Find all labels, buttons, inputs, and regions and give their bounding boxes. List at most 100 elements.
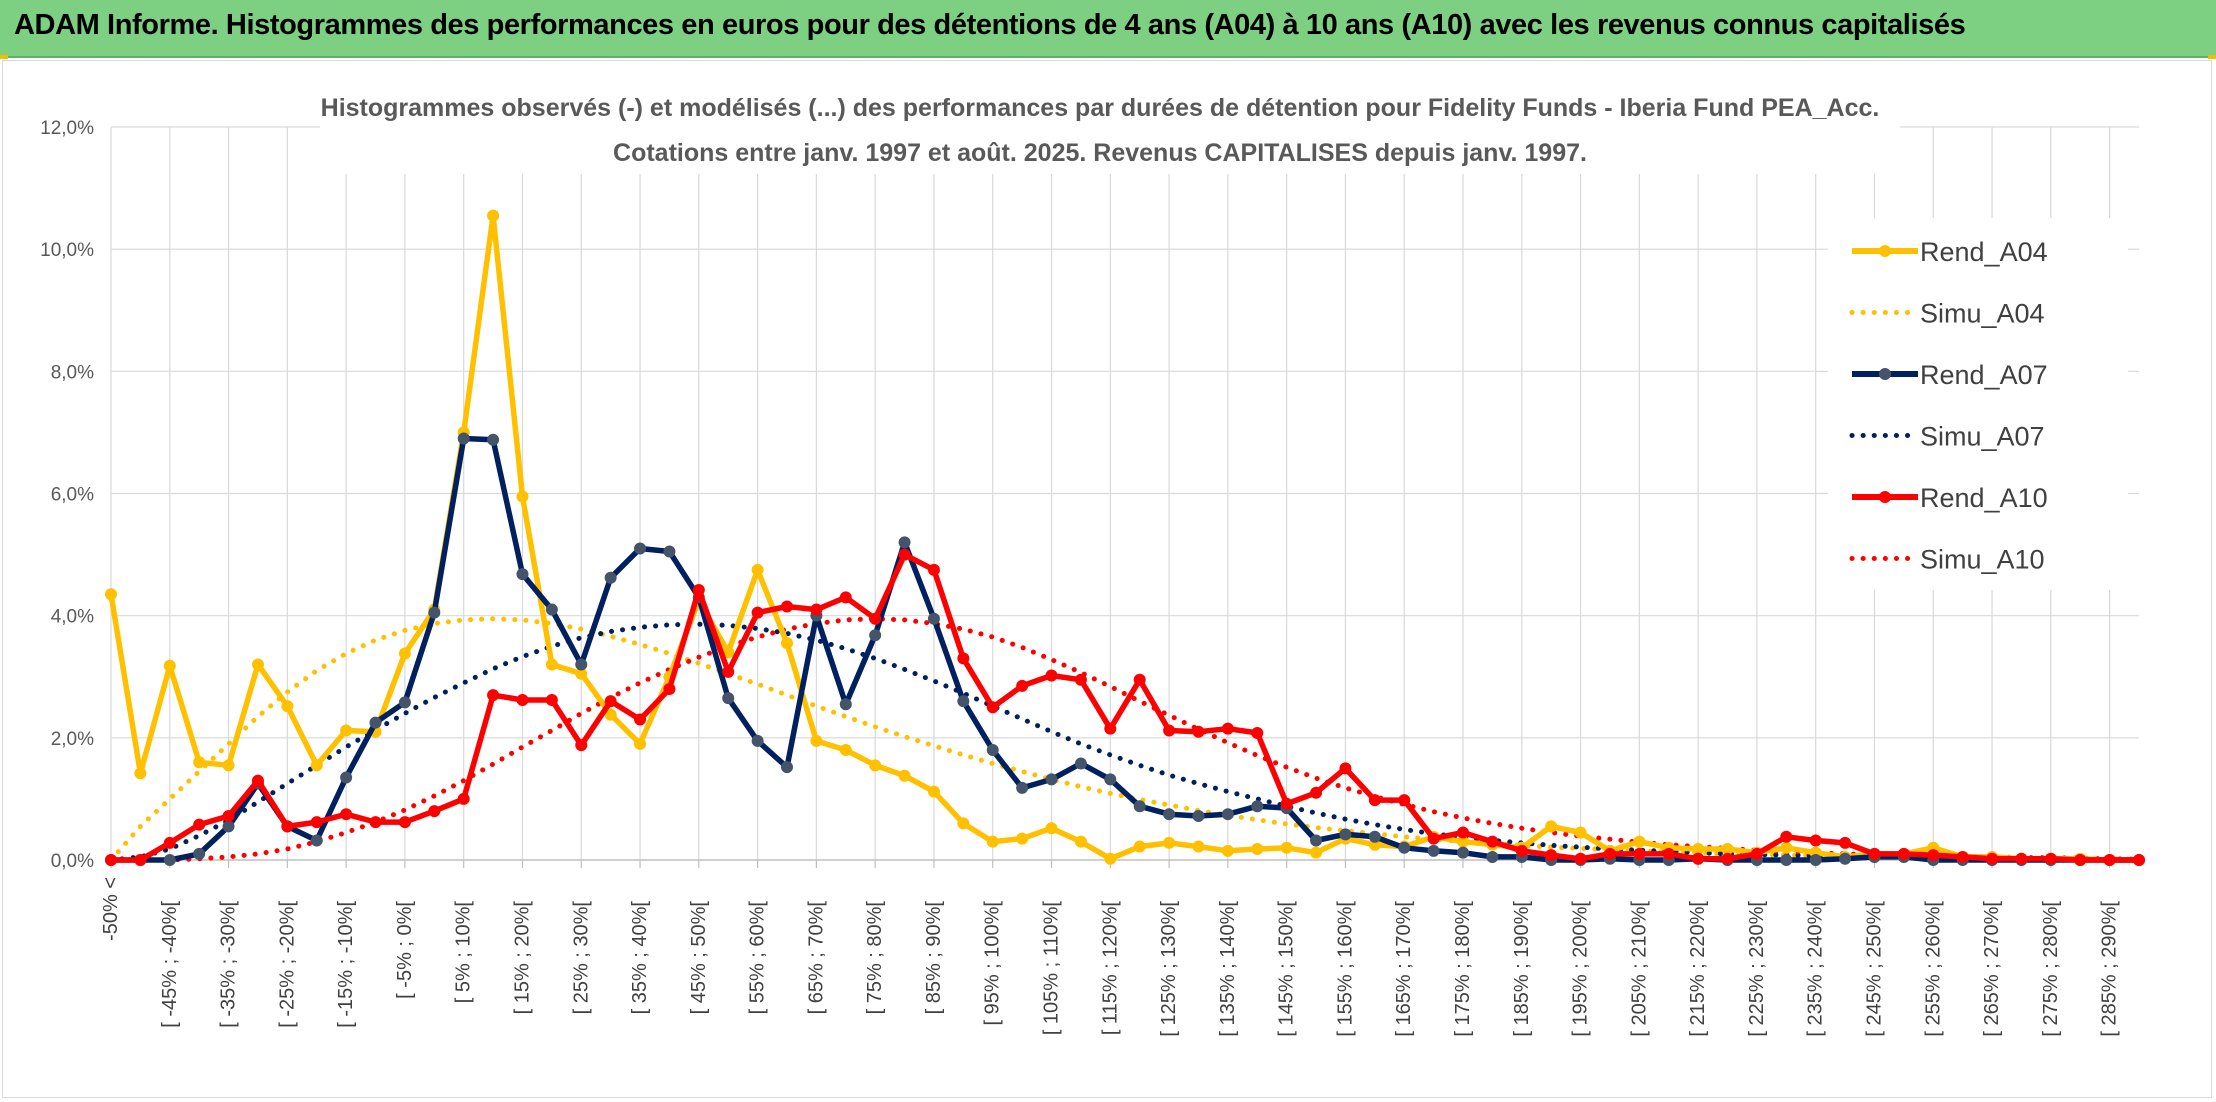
data-point-rend_a10 [134,854,147,866]
legend-marker-rend_a04 [1879,245,1891,257]
x-tick-label: [ 115% ; 120%[ [1099,901,1121,1036]
data-point-rend_a10 [1750,847,1763,860]
x-tick-label: [ 285% ; 290%[ [2099,901,2121,1037]
data-point-rend_a07 [869,629,882,642]
legend-background [1828,218,2128,590]
data-point-rend_a10 [1133,673,1146,686]
data-point-rend_a10 [105,854,117,866]
data-point-rend_a07 [1427,844,1440,857]
data-point-rend_a04 [1780,841,1793,854]
data-point-rend_a10 [1603,847,1616,860]
data-point-rend_a04 [1192,840,1205,853]
data-point-rend_a04 [927,785,940,798]
data-point-rend_a10 [251,774,264,787]
y-tick-label: 6,0% [51,485,94,506]
x-tick-label: [ 65% ; 70%[ [805,901,827,1015]
data-point-rend_a04 [810,734,823,747]
data-point-rend_a10 [1545,849,1558,862]
x-tick-label: [ 175% ; 180%[ [1452,901,1474,1037]
x-tick-label: [ 215% ; 220%[ [1687,901,1709,1037]
data-point-rend_a10 [1721,852,1734,865]
x-tick-label: [ -5% ; 0%[ [394,901,416,999]
x-tick-label: [ 165% ; 170%[ [1393,901,1415,1037]
data-point-rend_a07 [781,761,793,774]
data-point-rend_a10 [634,713,647,726]
data-point-rend_a04 [1104,852,1117,865]
title-background [320,82,1900,174]
data-point-rend_a04 [1221,844,1234,857]
data-point-rend_a04 [1280,841,1293,854]
x-tick-label: [ 245% ; 250%[ [1863,901,1885,1037]
data-point-rend_a04 [1016,832,1029,845]
chart-title: Histogrammes observés (-) et modélisés (… [321,94,1880,122]
x-tick-label: [ 185% ; 190%[ [1511,901,1533,1037]
data-point-rend_a10 [1633,847,1646,860]
data-point-rend_a10 [927,563,940,576]
data-point-rend_a04 [1545,820,1558,833]
data-point-rend_a10 [2133,854,2145,866]
data-point-rend_a10 [516,693,529,706]
legend-marker-rend_a10 [1879,491,1891,503]
data-point-rend_a10 [1368,794,1381,807]
y-tick-label: 2,0% [51,729,94,750]
x-tick-label: [ 105% ; 110%[ [1041,901,1063,1036]
legend-marker-rend_a07 [1879,368,1891,380]
data-point-rend_a07 [1780,854,1793,866]
data-point-rend_a07 [1163,808,1176,821]
data-point-rend_a10 [222,810,235,823]
data-point-rend_a07 [722,692,735,705]
data-point-rend_a07 [1809,854,1822,866]
corner-accent-right [2208,55,2216,59]
data-point-rend_a07 [516,568,529,581]
data-point-rend_a07 [163,854,176,866]
data-point-rend_a04 [751,563,764,576]
y-tick-label: 8,0% [51,362,94,383]
x-tick-label: [ 25% ; 30%[ [570,901,592,1015]
data-point-rend_a10 [839,591,852,604]
data-point-rend_a07 [1486,850,1499,863]
legend-label-rend_a07: Rend_A07 [1920,360,2048,390]
data-point-rend_a10 [457,792,470,805]
data-point-rend_a07 [428,606,441,619]
corner-accent-left [0,55,8,59]
legend-label-rend_a04: Rend_A04 [1920,237,2048,267]
data-point-rend_a10 [2015,852,2028,865]
data-point-rend_a04 [516,490,529,503]
data-point-rend_a10 [751,606,764,619]
data-point-rend_a10 [193,818,206,831]
data-point-rend_a07 [369,716,382,729]
data-point-rend_a10 [2074,854,2087,866]
data-point-rend_a10 [1515,844,1528,857]
data-point-rend_a10 [1163,724,1176,737]
data-point-rend_a10 [575,739,588,752]
data-point-rend_a10 [1897,847,1910,860]
data-point-rend_a10 [957,652,970,665]
chart-subtitle: Cotations entre janv. 1997 et août. 2025… [613,139,1587,167]
x-tick-label: [ 205% ; 210%[ [1628,901,1650,1037]
legend-label-rend_a10: Rend_A10 [1920,483,2048,513]
x-tick-label: [ 15% ; 20%[ [511,901,533,1015]
legend-label-simu_a04: Simu_A04 [1920,299,2045,329]
data-point-rend_a10 [1104,722,1117,735]
data-point-rend_a07 [1457,846,1469,859]
data-point-rend_a04 [487,209,500,222]
legend-label-simu_a10: Simu_A10 [1920,545,2045,575]
data-point-rend_a10 [1339,762,1352,775]
data-point-rend_a07 [663,545,676,558]
x-tick-label: [ 145% ; 150%[ [1276,901,1298,1037]
data-point-rend_a04 [869,759,882,772]
data-point-rend_a04 [281,700,294,713]
data-point-rend_a04 [957,817,970,830]
x-tick-label: [ 195% ; 200%[ [1570,901,1592,1037]
series-line-simu_a10 [108,616,2142,863]
data-point-rend_a07 [1839,852,1852,865]
data-point-rend_a04 [1163,836,1176,849]
data-point-rend_a04 [222,759,235,772]
data-point-rend_a04 [1633,835,1646,848]
data-point-rend_a10 [281,820,294,833]
series-line-rend_a10 [111,551,2139,863]
data-point-rend_a07 [839,698,852,711]
x-tick-label: [ 155% ; 160%[ [1334,901,1356,1037]
x-tick-label: [ 75% ; 80%[ [864,901,886,1015]
data-point-rend_a10 [1427,832,1440,845]
